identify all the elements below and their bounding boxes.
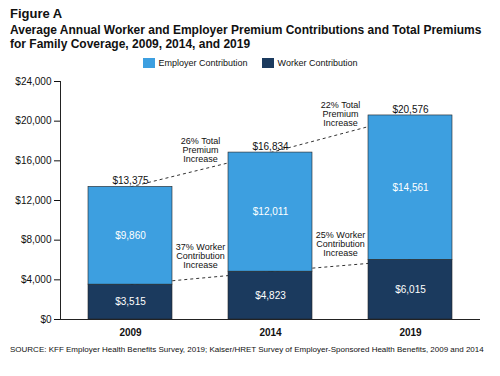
svg-text:$4,823: $4,823: [255, 290, 286, 301]
svg-text:$12,011: $12,011: [253, 206, 289, 217]
html-text:SOURCE: KFF Employer Health Be: SOURCE: KFF Employer Health Benefits Sur…: [10, 345, 484, 354]
svg-text:$3,515: $3,515: [115, 296, 146, 307]
svg-text:2014: 2014: [259, 327, 282, 338]
svg-text:$4,000: $4,000: [21, 274, 52, 285]
svg-text:25% WorkerContributionIncrease: 25% WorkerContributionIncrease: [316, 230, 365, 258]
svg-text:2009: 2009: [119, 327, 142, 338]
svg-text:$6,015: $6,015: [395, 284, 426, 295]
svg-text:$12,000: $12,000: [15, 195, 52, 206]
svg-text:22% TotalPremiumIncrease: 22% TotalPremiumIncrease: [321, 100, 360, 128]
svg-text:$20,576: $20,576: [392, 104, 429, 115]
svg-text:37% WorkerContributionIncrease: 37% WorkerContributionIncrease: [176, 242, 225, 270]
svg-text:$14,561: $14,561: [392, 182, 429, 193]
svg-text:$24,000: $24,000: [15, 76, 52, 87]
svg-text:2019: 2019: [399, 327, 422, 338]
html-text:Employer Contribution: Employer Contribution: [158, 58, 248, 68]
html-text:Figure A: Figure A: [10, 6, 63, 21]
svg-text:$0: $0: [40, 314, 52, 325]
svg-text:$13,375: $13,375: [112, 175, 149, 186]
svg-text:26% TotalPremiumIncrease: 26% TotalPremiumIncrease: [181, 136, 220, 164]
html-text:Average Annual Worker and Empl: Average Annual Worker and Employer Premi…: [10, 23, 482, 51]
svg-text:$9,860: $9,860: [115, 230, 146, 241]
svg-text:$20,000: $20,000: [15, 115, 52, 126]
svg-text:$16,000: $16,000: [15, 155, 52, 166]
html-text:Worker Contribution: Worker Contribution: [277, 58, 358, 68]
svg-text:$8,000: $8,000: [21, 234, 52, 245]
svg-text:$16,834: $16,834: [252, 141, 289, 152]
